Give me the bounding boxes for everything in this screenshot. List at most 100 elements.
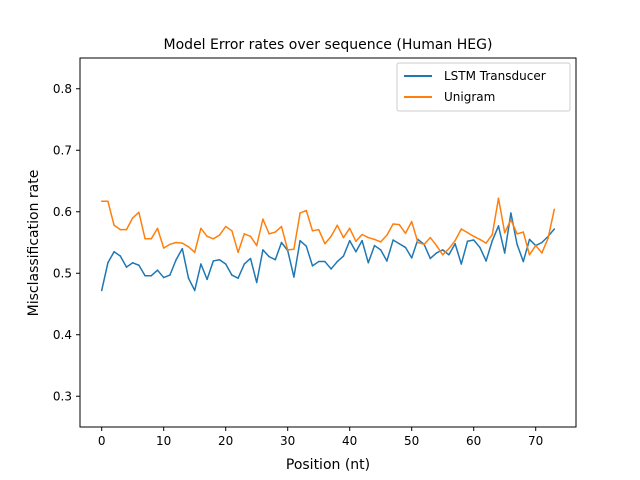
data-point-lstm-transducer xyxy=(454,242,456,245)
data-point-lstm-transducer xyxy=(131,262,134,264)
data-point-lstm-transducer xyxy=(373,244,376,247)
data-point-lstm-transducer xyxy=(330,268,332,270)
legend-box xyxy=(396,62,571,112)
x-tick-label: 0 xyxy=(98,434,106,448)
series-line-lstm-transducer xyxy=(100,212,555,292)
plot-area xyxy=(79,57,577,428)
data-point-lstm-transducer xyxy=(311,265,314,267)
data-point-lstm-transducer xyxy=(435,252,438,254)
data-point-lstm-transducer xyxy=(410,257,413,259)
data-point-unigram xyxy=(249,235,252,238)
data-point-unigram xyxy=(386,234,388,236)
data-point-unigram xyxy=(398,223,401,226)
data-point-lstm-transducer xyxy=(485,260,487,262)
y-tick-label: 0.7 xyxy=(53,143,72,157)
data-point-lstm-transducer xyxy=(169,274,171,276)
data-point-unigram xyxy=(367,236,370,239)
data-point-unigram xyxy=(497,197,500,199)
chart-title: Model Error rates over sequence (Human H… xyxy=(164,37,493,53)
data-point-lstm-transducer xyxy=(100,289,103,292)
data-point-lstm-transducer xyxy=(342,255,345,257)
data-point-lstm-transducer xyxy=(119,255,122,257)
x-tick-label: 70 xyxy=(528,434,543,448)
data-point-lstm-transducer xyxy=(237,277,239,279)
data-point-unigram xyxy=(113,224,115,227)
data-point-lstm-transducer xyxy=(429,257,432,260)
data-point-lstm-transducer xyxy=(305,245,308,247)
data-point-lstm-transducer xyxy=(497,225,500,227)
data-point-lstm-transducer xyxy=(553,228,556,230)
series-layer xyxy=(100,197,556,292)
data-point-lstm-transducer xyxy=(175,258,177,261)
data-point-lstm-transducer xyxy=(200,263,202,265)
data-point-unigram xyxy=(516,233,518,235)
series-unigram xyxy=(100,197,556,256)
data-point-unigram xyxy=(336,224,339,227)
data-point-unigram xyxy=(441,254,444,256)
data-point-unigram xyxy=(156,227,159,230)
data-point-unigram xyxy=(373,238,376,241)
data-point-lstm-transducer xyxy=(280,241,283,244)
data-point-unigram xyxy=(503,231,506,234)
data-point-lstm-transducer xyxy=(249,257,252,260)
data-point-unigram xyxy=(491,233,494,236)
data-point-lstm-transducer xyxy=(317,260,320,263)
data-point-lstm-transducer xyxy=(448,254,450,256)
data-point-lstm-transducer xyxy=(231,274,233,276)
y-tick-label: 0.5 xyxy=(53,266,72,280)
data-point-lstm-transducer xyxy=(243,263,246,265)
data-point-unigram xyxy=(429,236,432,239)
x-tick-label: 50 xyxy=(404,434,419,448)
data-point-unigram xyxy=(317,228,320,231)
data-point-lstm-transducer xyxy=(224,263,227,265)
data-point-lstm-transducer xyxy=(441,249,444,251)
data-point-unigram xyxy=(206,235,208,238)
data-point-unigram xyxy=(404,232,407,235)
y-tick-label: 0.4 xyxy=(53,328,72,342)
data-point-lstm-transducer xyxy=(193,289,196,292)
data-point-unigram xyxy=(342,236,345,239)
data-point-lstm-transducer xyxy=(392,239,394,241)
data-point-lstm-transducer xyxy=(262,249,264,251)
data-point-unigram xyxy=(435,244,438,247)
data-point-unigram xyxy=(299,212,301,214)
data-point-lstm-transducer xyxy=(541,241,543,244)
data-point-unigram xyxy=(534,244,537,247)
data-point-unigram xyxy=(379,241,382,243)
legend-label-unigram: Unigram xyxy=(444,90,495,104)
data-point-unigram xyxy=(479,238,481,241)
data-point-lstm-transducer xyxy=(162,276,165,279)
data-point-unigram xyxy=(200,227,202,230)
data-point-unigram xyxy=(355,240,357,243)
x-tick-label: 40 xyxy=(342,434,357,448)
x-tick-label: 60 xyxy=(466,434,481,448)
data-point-lstm-transducer xyxy=(268,255,270,258)
data-point-lstm-transducer xyxy=(472,239,475,241)
data-point-unigram xyxy=(162,247,165,249)
data-point-unigram xyxy=(280,225,283,228)
data-point-unigram xyxy=(286,249,289,251)
data-point-unigram xyxy=(541,252,543,254)
data-point-unigram xyxy=(224,225,227,228)
data-point-lstm-transducer xyxy=(293,276,295,278)
data-point-unigram xyxy=(237,251,239,254)
data-point-unigram xyxy=(100,200,103,203)
data-point-unigram xyxy=(330,235,332,238)
data-point-lstm-transducer xyxy=(491,239,494,242)
series-line-unigram xyxy=(101,197,556,256)
data-point-lstm-transducer xyxy=(255,281,258,284)
data-point-lstm-transducer xyxy=(156,269,159,271)
data-point-unigram xyxy=(138,211,140,214)
data-point-unigram xyxy=(212,238,215,240)
data-point-unigram xyxy=(522,231,525,233)
data-point-unigram xyxy=(255,244,258,247)
data-point-unigram xyxy=(410,220,413,223)
data-point-unigram xyxy=(175,241,177,244)
data-point-unigram xyxy=(466,231,469,234)
y-tick-label: 0.3 xyxy=(53,389,72,403)
data-point-lstm-transducer xyxy=(144,274,146,277)
data-point-lstm-transducer xyxy=(510,212,512,214)
data-point-unigram xyxy=(311,230,314,232)
data-point-lstm-transducer xyxy=(404,246,407,249)
data-point-unigram xyxy=(553,208,556,211)
